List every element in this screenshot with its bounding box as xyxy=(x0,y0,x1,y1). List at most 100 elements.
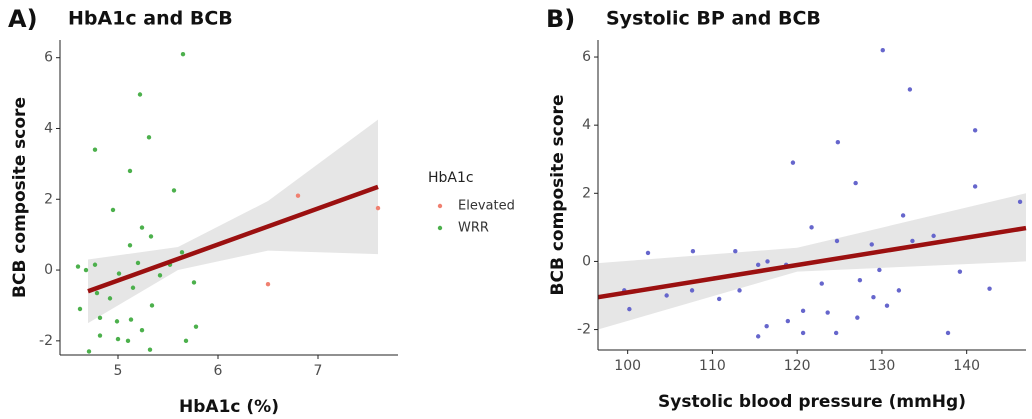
data-point xyxy=(910,238,915,244)
data-point xyxy=(972,128,978,133)
data-point xyxy=(764,323,769,329)
data-point xyxy=(107,296,113,301)
data-point xyxy=(755,262,761,268)
data-point xyxy=(664,293,669,298)
data-point xyxy=(896,288,902,293)
y-tick-label: 2 xyxy=(44,191,53,207)
y-tick-label: -2 xyxy=(577,322,591,338)
legend-label: WRR xyxy=(458,221,489,236)
panel-label: B) xyxy=(546,5,575,33)
data-point xyxy=(716,296,722,302)
data-point xyxy=(835,139,841,145)
legend-swatch xyxy=(437,203,443,209)
x-tick-label: 5 xyxy=(114,363,123,379)
data-point xyxy=(137,92,143,97)
data-point xyxy=(92,262,98,267)
data-point xyxy=(135,260,141,266)
y-tick-label: 6 xyxy=(44,50,53,66)
y-axis-title: BCB composite score xyxy=(548,95,568,296)
data-point xyxy=(737,288,742,293)
data-point xyxy=(183,338,189,344)
data-point xyxy=(834,238,840,244)
data-point xyxy=(645,250,651,256)
data-point xyxy=(690,249,696,254)
data-point xyxy=(1017,199,1023,205)
legend-title: HbA1c xyxy=(428,170,474,186)
data-point xyxy=(86,349,92,354)
legend-label: Elevated xyxy=(458,199,515,214)
x-axis-title: Systolic blood pressure (mmHg) xyxy=(658,392,966,412)
data-point xyxy=(77,306,83,312)
y-tick-label: 0 xyxy=(44,262,53,278)
data-point xyxy=(800,330,806,336)
data-point xyxy=(146,135,152,140)
x-tick-label: 110 xyxy=(699,358,726,374)
x-tick-label: 130 xyxy=(869,358,896,374)
data-point xyxy=(957,269,963,274)
data-point xyxy=(191,280,197,285)
data-point xyxy=(149,303,155,308)
data-point xyxy=(627,306,632,312)
data-point xyxy=(127,243,133,248)
data-point xyxy=(110,207,116,213)
x-tick-label: 100 xyxy=(614,358,641,374)
x-tick-label: 6 xyxy=(214,363,223,379)
data-point xyxy=(800,308,806,314)
data-point xyxy=(877,267,882,273)
y-tick-label: 2 xyxy=(582,185,591,201)
data-point xyxy=(931,233,936,239)
chart-title: HbA1c and BCB xyxy=(68,8,233,30)
data-point xyxy=(75,264,81,269)
data-point xyxy=(884,303,890,308)
data-point xyxy=(157,273,163,278)
data-point xyxy=(83,267,89,273)
regression-line xyxy=(597,225,1027,300)
x-tick-label: 140 xyxy=(953,358,980,374)
data-point xyxy=(139,328,145,333)
regression-line xyxy=(87,184,379,294)
data-point xyxy=(148,234,154,239)
data-point xyxy=(265,282,271,287)
data-point xyxy=(819,281,824,286)
data-point xyxy=(171,188,177,193)
data-point xyxy=(295,193,301,198)
y-tick-label: 4 xyxy=(44,120,53,136)
data-point xyxy=(790,160,796,165)
data-point xyxy=(755,334,761,339)
data-point xyxy=(945,330,951,336)
legend-swatch xyxy=(437,225,443,231)
data-point xyxy=(92,147,98,152)
data-point xyxy=(94,290,100,296)
data-point xyxy=(972,184,978,189)
data-point xyxy=(833,330,839,336)
data-point xyxy=(855,315,860,320)
chart-title: Systolic BP and BCB xyxy=(606,8,821,30)
data-point xyxy=(139,225,145,230)
data-point xyxy=(115,336,121,342)
data-point xyxy=(857,277,863,283)
data-point xyxy=(689,288,695,293)
data-point xyxy=(733,249,738,254)
x-axis-title: HbA1c (%) xyxy=(179,397,279,417)
data-point xyxy=(114,319,120,324)
data-point xyxy=(765,259,770,264)
y-tick-label: 6 xyxy=(582,49,591,65)
data-point xyxy=(130,285,136,290)
data-point xyxy=(900,213,906,218)
data-point xyxy=(853,180,858,186)
data-point xyxy=(180,51,186,57)
data-point xyxy=(809,225,814,230)
data-point xyxy=(97,333,103,338)
data-point xyxy=(869,242,874,247)
data-point xyxy=(193,324,199,329)
data-point xyxy=(147,347,153,352)
y-tick-label: -2 xyxy=(39,333,53,349)
data-point xyxy=(785,318,791,324)
data-point xyxy=(907,87,913,92)
x-tick-label: 7 xyxy=(314,363,323,379)
data-point xyxy=(987,286,992,291)
data-point xyxy=(871,294,876,300)
y-tick-label: 4 xyxy=(582,117,591,133)
data-point xyxy=(880,48,885,53)
data-point xyxy=(116,271,122,276)
